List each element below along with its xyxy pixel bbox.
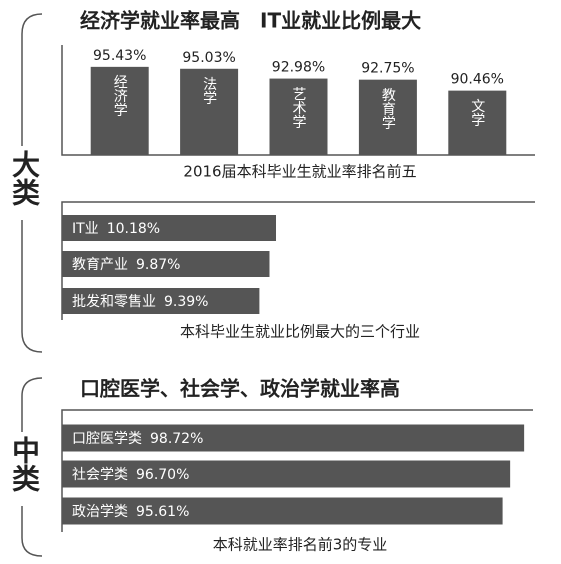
value-label: 92.75%: [361, 61, 414, 77]
category-label: IT业: [72, 221, 99, 237]
value-label: 95.61%: [136, 504, 189, 520]
category-label: 艺术学: [291, 87, 307, 129]
category-label: 教育学: [380, 88, 396, 130]
bar: [62, 424, 525, 452]
bar: [269, 78, 328, 155]
value-label: 95.43%: [93, 48, 146, 64]
category-label: 教育产业: [72, 257, 128, 273]
value-label: 95.03%: [182, 50, 235, 66]
caption: 本科就业率排名前3的专业: [213, 536, 388, 554]
chart-title: 经济学就业率最高 IT业就业比例最大: [80, 9, 421, 33]
bar: [62, 497, 503, 525]
category-label: 社会学类: [72, 467, 128, 483]
value-label: 98.72%: [150, 431, 203, 447]
category-label: 批发和零售业: [72, 294, 156, 310]
caption: 本科毕业生就业比例最大的三个行业: [180, 323, 420, 341]
category-label: 法学: [201, 77, 217, 105]
category-label: 文学: [469, 99, 485, 127]
bar: [90, 66, 149, 155]
value-label: 10.18%: [107, 221, 160, 237]
category-label: 经济学: [112, 75, 128, 117]
chart-title: 口腔医学、社会学、政治学就业率高: [80, 377, 400, 401]
label-bg: [8, 432, 38, 506]
bar: [62, 460, 511, 488]
bar: [62, 215, 277, 241]
bar: [358, 79, 417, 155]
caption: 2016届本科毕业生就业率排名前五: [183, 163, 416, 181]
label-bg: [8, 146, 38, 220]
bar: [62, 288, 260, 314]
value-label: 9.39%: [164, 294, 208, 310]
category-label: 口腔医学类: [72, 431, 142, 447]
axis: [61, 409, 533, 532]
category-label: 政治学类: [72, 504, 128, 520]
axis: [61, 201, 535, 320]
group-label: 中类: [8, 436, 41, 492]
group-label: 大类: [8, 150, 41, 206]
value-label: 9.87%: [136, 257, 180, 273]
bar: [448, 90, 507, 155]
value-label: 90.46%: [451, 72, 504, 88]
value-label: 92.98%: [272, 60, 325, 76]
bar: [62, 251, 270, 277]
bar: [180, 68, 239, 155]
value-label: 96.70%: [136, 467, 189, 483]
